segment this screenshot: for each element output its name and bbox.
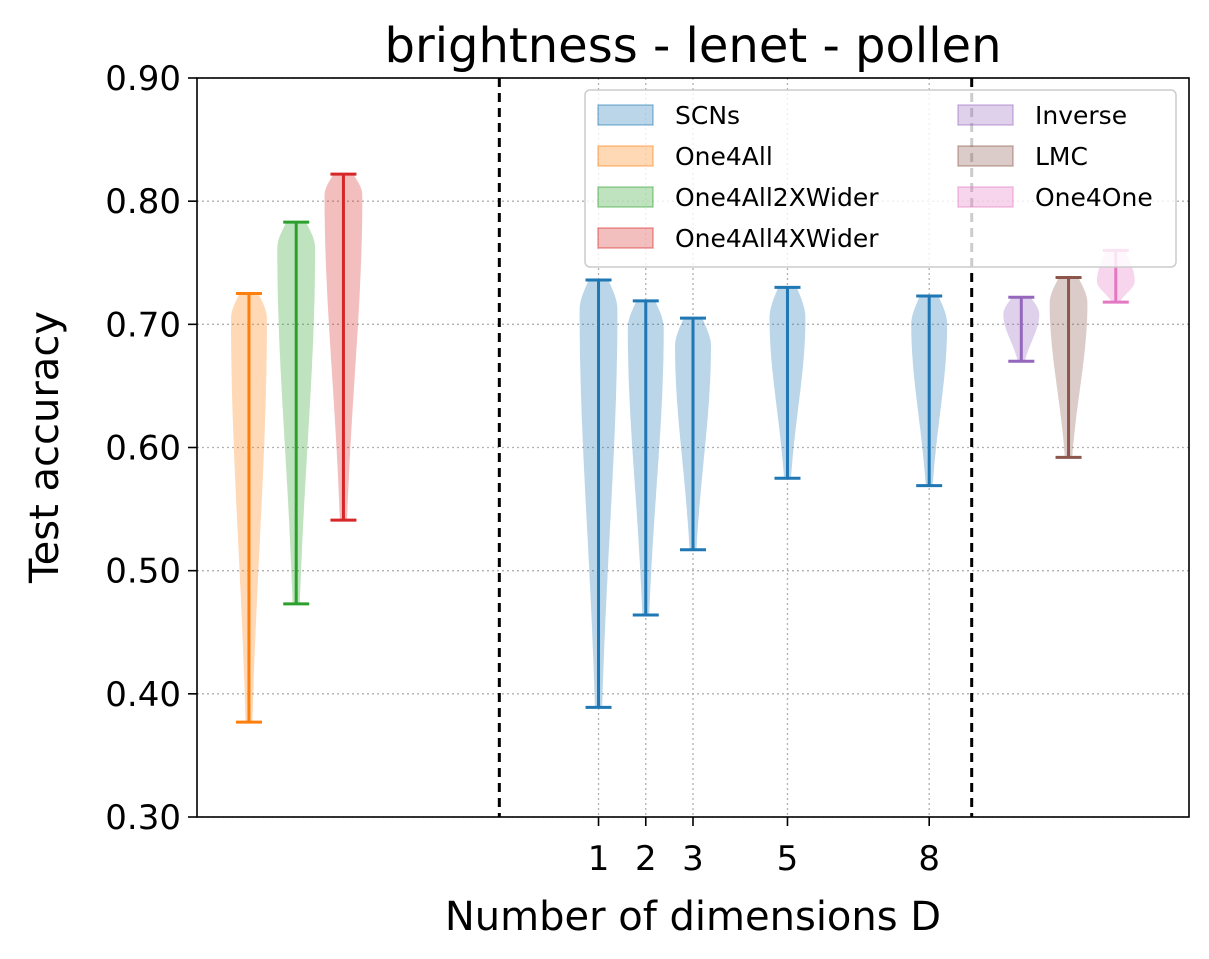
x-tick-label: 3	[682, 839, 704, 879]
legend-entry-one4one: One4One	[958, 183, 1153, 212]
x-tick-label: 1	[588, 839, 610, 879]
chart-title: brightness - lenet - pollen	[385, 18, 1002, 74]
legend-label: LMC	[1035, 142, 1088, 171]
legend-swatch	[598, 228, 653, 248]
legend-label: One4All2XWider	[675, 183, 879, 212]
y-tick-label: 0.40	[105, 675, 181, 715]
violin-lmc-9	[1050, 278, 1088, 458]
violin-scns-5	[675, 318, 711, 550]
y-tick-label: 0.60	[105, 429, 181, 469]
legend-swatch	[958, 146, 1013, 166]
violin-one4all4xwider-2	[325, 174, 363, 520]
violin-scns-3	[580, 280, 618, 707]
legend-entry-one4all4xwider: One4All4XWider	[598, 224, 879, 253]
legend-swatch	[958, 187, 1013, 207]
violin-one4all-0	[231, 294, 267, 723]
violin-scns-7	[911, 296, 947, 486]
y-tick-label: 0.70	[105, 305, 181, 345]
legend-label: SCNs	[675, 101, 740, 130]
x-axis-label: Number of dimensions D	[445, 894, 941, 940]
legend-label: Inverse	[1035, 101, 1127, 130]
legend-swatch	[598, 105, 653, 125]
legend-swatch	[958, 105, 1013, 125]
y-axis-label: Test accuracy	[22, 311, 68, 584]
legend-swatch	[598, 187, 653, 207]
legend-label: One4All	[675, 142, 773, 171]
legend-label: One4All4XWider	[675, 224, 879, 253]
legend-label: One4One	[1035, 183, 1153, 212]
y-tick-label: 0.90	[105, 59, 181, 99]
violin-inverse-8	[1003, 297, 1039, 361]
y-tick-label: 0.80	[105, 182, 181, 222]
violin-one4all2xwider-1	[277, 222, 315, 604]
y-axis-ticks: 0.30 0.40 0.50 0.60 0.70 0.80 0.90	[105, 59, 197, 838]
x-tick-label: 8	[918, 839, 940, 879]
violin-scns-6	[770, 287, 806, 478]
violin-scns-4	[628, 301, 664, 615]
legend: SCNs One4All One4All2XWider One4All4XWider I…	[585, 90, 1176, 267]
legend-entry-inverse: Inverse	[958, 101, 1127, 130]
x-tick-label: 5	[777, 839, 799, 879]
legend-entry-one4all: One4All	[598, 142, 773, 171]
legend-swatch	[598, 146, 653, 166]
y-tick-label: 0.50	[105, 552, 181, 592]
y-tick-label: 0.30	[105, 798, 181, 838]
legend-entry-one4all2xwider: One4All2XWider	[598, 183, 879, 212]
x-tick-label: 2	[635, 839, 657, 879]
